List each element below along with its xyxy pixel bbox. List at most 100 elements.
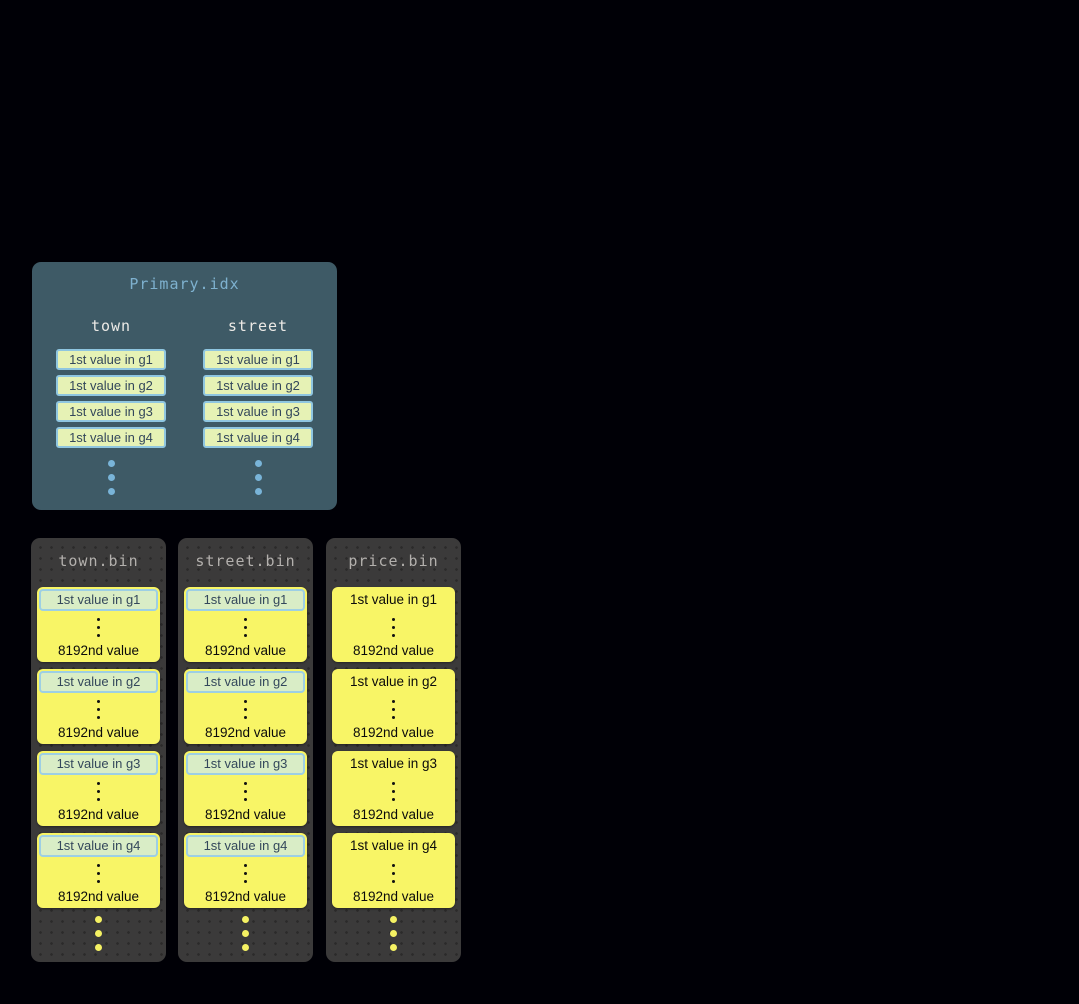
granule-last-value: 8192nd value <box>57 725 140 740</box>
granule-card: 1st value in g3 8192nd value <box>37 751 160 826</box>
dot-icon <box>97 871 100 875</box>
granule-last-value: 8192nd value <box>204 725 287 740</box>
dot-icon <box>244 699 247 703</box>
dot-icon <box>242 930 249 937</box>
ellipsis-dots <box>254 460 262 495</box>
bin-title: street.bin <box>195 552 296 570</box>
dot-icon <box>244 633 247 637</box>
granule-first-value: 1st value in g2 <box>186 671 305 693</box>
granule-card: 1st value in g3 8192nd value <box>184 751 307 826</box>
dot-icon <box>97 715 100 719</box>
dot-icon <box>244 879 247 883</box>
dot-icon <box>392 797 395 801</box>
dot-icon <box>392 715 395 719</box>
ellipsis-dots <box>97 781 100 801</box>
granule-cards: 1st value in g1 8192nd value 1st value i… <box>178 587 313 908</box>
dot-icon <box>392 871 395 875</box>
ellipsis-dots <box>97 617 100 637</box>
bin-title: town.bin <box>58 552 139 570</box>
index-entry: 1st value in g3 <box>203 401 313 422</box>
granule-first-value: 1st value in g4 <box>39 835 158 857</box>
index-column-town: town 1st value in g1 1st value in g2 1st… <box>56 317 166 495</box>
dot-icon <box>392 781 395 785</box>
ellipsis-dots <box>392 699 395 719</box>
dot-icon <box>392 863 395 867</box>
granule-card: 1st value in g1 8192nd value <box>184 587 307 662</box>
dot-icon <box>390 930 397 937</box>
dot-icon <box>390 944 397 951</box>
granule-last-value: 8192nd value <box>352 889 435 904</box>
ellipsis-dots <box>97 863 100 883</box>
dot-icon <box>244 789 247 793</box>
ellipsis-dots <box>244 863 247 883</box>
bin-column-street: street.bin 1st value in g1 8192nd value … <box>178 538 313 962</box>
granule-card: 1st value in g3 8192nd value <box>332 751 455 826</box>
granule-first-value: 1st value in g3 <box>349 756 438 771</box>
dot-icon <box>95 930 102 937</box>
granule-card: 1st value in g4 8192nd value <box>184 833 307 908</box>
dot-icon <box>97 707 100 711</box>
ellipsis-dots <box>107 460 115 495</box>
dot-icon <box>244 617 247 621</box>
dot-icon <box>392 699 395 703</box>
index-column-header: town <box>90 317 132 335</box>
dot-icon <box>244 797 247 801</box>
granule-first-value: 1st value in g2 <box>39 671 158 693</box>
dot-icon <box>97 625 100 629</box>
dot-icon <box>107 460 115 467</box>
index-entry: 1st value in g2 <box>203 375 313 396</box>
dot-icon <box>392 633 395 637</box>
ellipsis-dots <box>326 916 461 951</box>
ellipsis-dots <box>178 916 313 951</box>
index-column-header: street <box>227 317 289 335</box>
index-entry: 1st value in g1 <box>203 349 313 370</box>
dot-icon <box>97 617 100 621</box>
dot-icon <box>244 781 247 785</box>
dot-icon <box>95 916 102 923</box>
dot-icon <box>97 879 100 883</box>
granule-last-value: 8192nd value <box>352 725 435 740</box>
index-column-street: street 1st value in g1 1st value in g2 1… <box>203 317 313 495</box>
granule-card: 1st value in g4 8192nd value <box>37 833 160 908</box>
dot-icon <box>392 707 395 711</box>
granule-card: 1st value in g2 8192nd value <box>184 669 307 744</box>
ellipsis-dots <box>244 699 247 719</box>
ellipsis-dots <box>31 916 166 951</box>
granule-card: 1st value in g1 8192nd value <box>332 587 455 662</box>
index-entry: 1st value in g4 <box>203 427 313 448</box>
dot-icon <box>95 944 102 951</box>
bin-column-town: town.bin 1st value in g1 8192nd value 1s… <box>31 538 166 962</box>
dot-icon <box>244 715 247 719</box>
dot-icon <box>392 617 395 621</box>
granule-first-value: 1st value in g4 <box>186 835 305 857</box>
dot-icon <box>97 781 100 785</box>
ellipsis-dots <box>244 617 247 637</box>
granule-first-value: 1st value in g3 <box>39 753 158 775</box>
dot-icon <box>392 625 395 629</box>
ellipsis-dots <box>392 863 395 883</box>
granule-last-value: 8192nd value <box>352 643 435 658</box>
granule-card: 1st value in g2 8192nd value <box>332 669 455 744</box>
dot-icon <box>242 916 249 923</box>
ellipsis-dots <box>392 617 395 637</box>
primary-index-columns: town 1st value in g1 1st value in g2 1st… <box>32 317 337 495</box>
dot-icon <box>97 863 100 867</box>
ellipsis-dots <box>392 781 395 801</box>
dot-icon <box>254 474 262 481</box>
dot-icon <box>244 863 247 867</box>
granule-cards: 1st value in g1 8192nd value 1st value i… <box>31 587 166 908</box>
dot-icon <box>242 944 249 951</box>
index-entry: 1st value in g2 <box>56 375 166 396</box>
granule-last-value: 8192nd value <box>57 807 140 822</box>
granule-first-value: 1st value in g1 <box>349 592 438 607</box>
index-entry: 1st value in g3 <box>56 401 166 422</box>
dot-icon <box>97 633 100 637</box>
granule-last-value: 8192nd value <box>57 889 140 904</box>
dot-icon <box>107 488 115 495</box>
granule-first-value: 1st value in g1 <box>39 589 158 611</box>
dot-icon <box>392 879 395 883</box>
granule-first-value: 1st value in g2 <box>349 674 438 689</box>
bin-title: price.bin <box>348 552 439 570</box>
dot-icon <box>97 789 100 793</box>
